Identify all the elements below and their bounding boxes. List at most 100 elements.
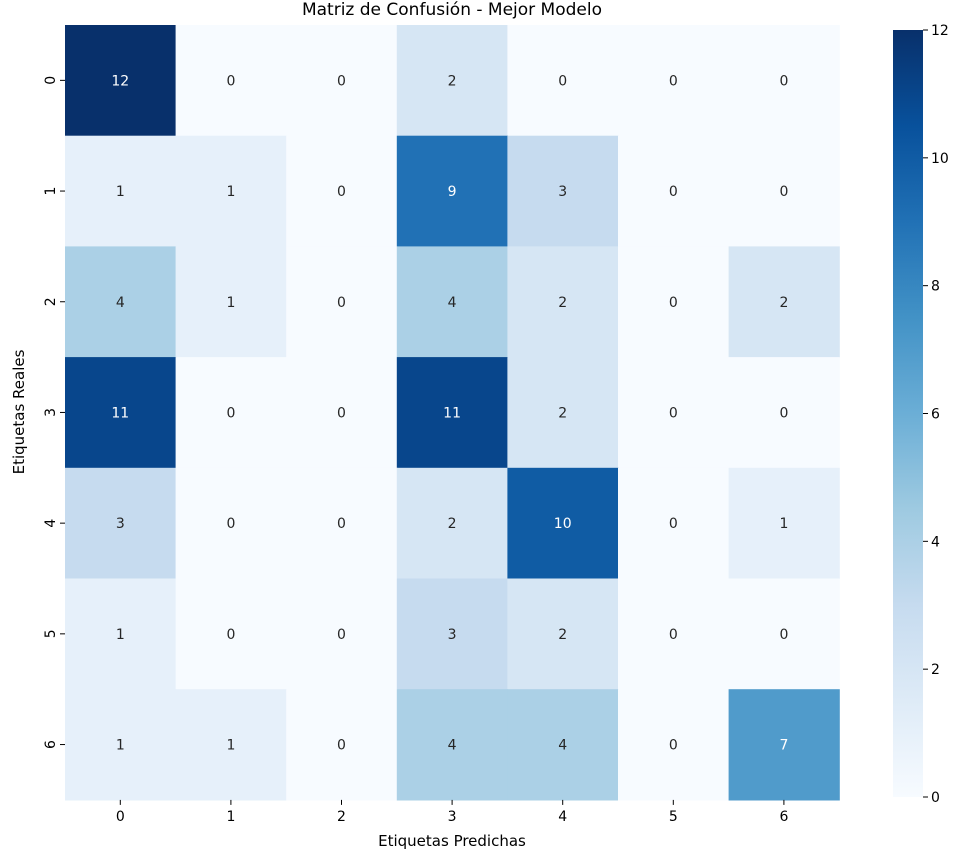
heatmap-cell-labels: 12 0 0 2 0 0 01 1 0 9 3 0 04 1 0 4 2 0 211 0 0 11 2 0 03 0 0 2 10 0 11… [111,73,788,753]
heatmap-cell [396,689,508,801]
cell-value-label: 10 [554,516,572,532]
heatmap-cell [286,357,398,469]
heatmap-cell [396,246,508,358]
x-axis-ticks: 0 1 2 3 4 5 6 [116,799,788,825]
cell-value-label: 0 [669,627,678,643]
heatmap-cell [396,357,508,469]
cell-value-label: 1 [779,516,788,532]
heatmap-cell [507,467,619,580]
cell-value-label: 0 [337,516,346,532]
cell-value-label: 0 [669,738,678,754]
cell-value-label: 4 [448,295,457,311]
heatmap-cell [618,578,730,690]
cell-value-label: 0 [669,184,678,200]
colorbar-tick-label: 4 [931,534,940,550]
cell-value-label: 1 [226,738,235,754]
colorbar-tick-label: 2 [931,662,940,678]
cell-value-label: 0 [669,516,678,532]
y-tick-label: 2 [43,297,59,306]
heatmap-cell [175,357,287,469]
heatmap-cell [507,689,619,801]
heatmap-cell [396,25,508,137]
colorbar-tick-label: 0 [931,790,940,806]
y-tick-label: 6 [43,740,59,749]
colorbar-tick-label: 6 [931,407,940,423]
heatmap-cell [396,467,508,580]
heatmap-cell [618,357,730,469]
x-tick-label: 1 [226,809,235,825]
x-tick-label: 0 [116,809,125,825]
cell-value-label: 0 [337,738,346,754]
cell-value-label: 4 [448,738,457,754]
y-tick-label: 5 [43,629,59,638]
heatmap-cell [65,467,177,580]
heatmap-cell [618,25,730,137]
cell-value-label: 2 [558,627,567,643]
heatmap-cell [65,25,177,137]
cell-value-label: 0 [226,627,235,643]
heatmap-cell [507,357,619,469]
y-tick-label: 4 [43,519,59,528]
cell-value-label: 0 [669,295,678,311]
heatmap-cell [65,357,177,469]
x-axis-label: Etiquetas Predichas [378,832,526,850]
heatmap-cell [396,135,508,247]
y-tick-label: 3 [43,408,59,417]
heatmap-cells [65,25,840,801]
x-tick-label: 2 [337,809,346,825]
cell-value-label: 0 [669,405,678,421]
heatmap-cell [728,25,840,137]
heatmap-cell [728,135,840,247]
heatmap-cell [286,25,398,137]
heatmap-cell [728,578,840,690]
x-tick-label: 6 [779,809,788,825]
heatmap-cell [396,578,508,690]
cell-value-label: 9 [448,184,457,200]
cell-value-label: 0 [669,73,678,89]
heatmap-cell [286,467,398,580]
cell-value-label: 1 [226,295,235,311]
y-axis-label: Etiquetas Reales [10,349,28,474]
cell-value-label: 4 [558,738,567,754]
heatmap-cell [507,135,619,247]
cell-value-label: 0 [779,405,788,421]
heatmap-cell [175,689,287,801]
cell-value-label: 3 [448,627,457,643]
colorbar-tick-label: 10 [931,151,949,167]
heatmap-cell [728,246,840,358]
cell-value-label: 0 [337,184,346,200]
heatmap-cell [175,246,287,358]
cell-value-label: 0 [779,73,788,89]
cell-value-label: 0 [226,405,235,421]
heatmap-cell [618,135,730,247]
heatmap-cell [507,246,619,358]
cell-value-label: 0 [337,627,346,643]
heatmap-cell [618,467,730,580]
heatmap-cell [507,25,619,137]
cell-value-label: 0 [779,184,788,200]
cell-value-label: 1 [116,627,125,643]
cell-value-label: 0 [558,73,567,89]
heatmap-cell [65,135,177,247]
cell-value-label: 3 [558,184,567,200]
colorbar-ticks: 0 2 4 6 8 10 12 [923,23,949,806]
heatmap-cell [728,689,840,801]
heatmap-cell [175,135,287,247]
cell-value-label: 1 [226,184,235,200]
heatmap-cell [286,135,398,247]
heatmap-cell [175,467,287,580]
cell-value-label: 12 [111,73,129,89]
cell-value-label: 2 [558,405,567,421]
cell-value-label: 0 [337,405,346,421]
heatmap-cell [286,578,398,690]
cell-value-label: 0 [226,73,235,89]
chart-title: Matriz de Confusión - Mejor Modelo [302,0,602,20]
colorbar [893,30,923,797]
cell-value-label: 0 [337,73,346,89]
cell-value-label: 11 [443,405,461,421]
x-tick-label: 4 [558,809,567,825]
x-tick-label: 5 [669,809,678,825]
heatmap-cell [65,689,177,801]
cell-value-label: 0 [779,627,788,643]
heatmap-cell [728,357,840,469]
